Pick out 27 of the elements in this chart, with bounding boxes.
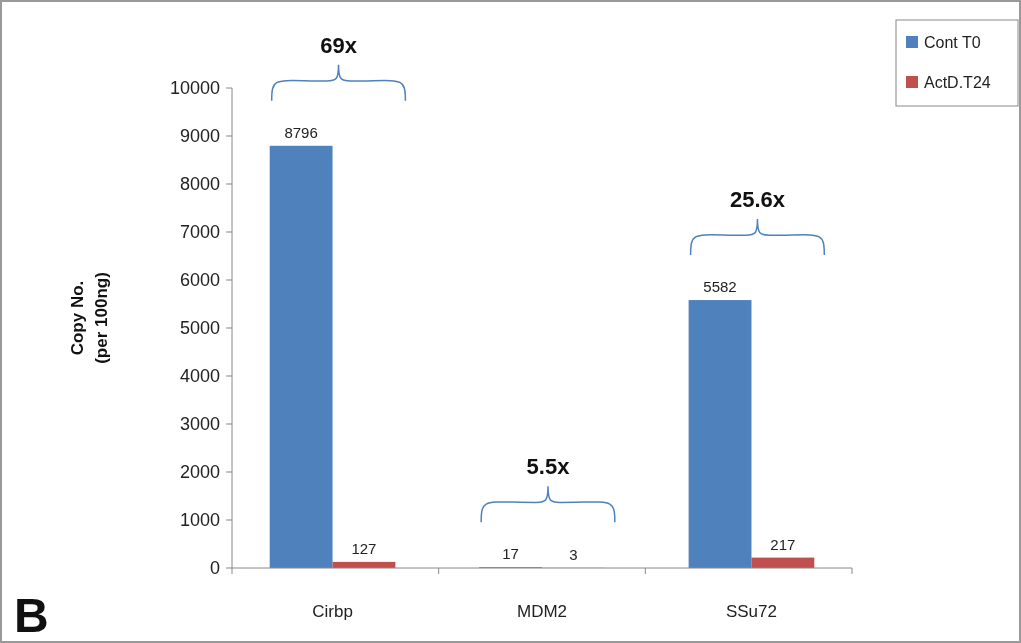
data-label: 5582 [703,278,737,296]
x-tick-label: MDM2 [516,602,568,621]
data-label: 217 [770,535,796,553]
x-tick-label: Cirbp [312,602,353,621]
y-tick-label: 9000 [179,126,220,147]
legend-label: ActD.T24 [924,73,991,91]
annotation: 5.5x [526,454,571,480]
data-label: 17 [502,545,519,563]
legend-label: Cont T0 [924,33,981,51]
y-tick-label: 4000 [179,366,220,387]
annotation: 25.6x [729,187,786,213]
y-tick-label: 5000 [179,318,220,339]
y-tick-label: 8000 [179,174,220,195]
y-tick-label: 6000 [179,270,220,291]
y-tick-label: 3000 [179,414,220,435]
data-label: 3 [569,545,578,563]
text: B [14,589,49,642]
y-tick-label: 0 [209,558,220,579]
y-tick-label: 2000 [179,462,220,483]
y-tick-label: 10000 [169,78,220,99]
y-tick-label: 1000 [179,510,220,531]
data-label: 8796 [284,123,318,141]
x-tick-label: SSu72 [725,602,777,621]
data-label: 127 [351,539,377,557]
y-tick-label: 7000 [179,222,220,243]
y-axis-title: Copy No. (per 100ng) [68,272,111,364]
text: 69x [320,32,358,58]
